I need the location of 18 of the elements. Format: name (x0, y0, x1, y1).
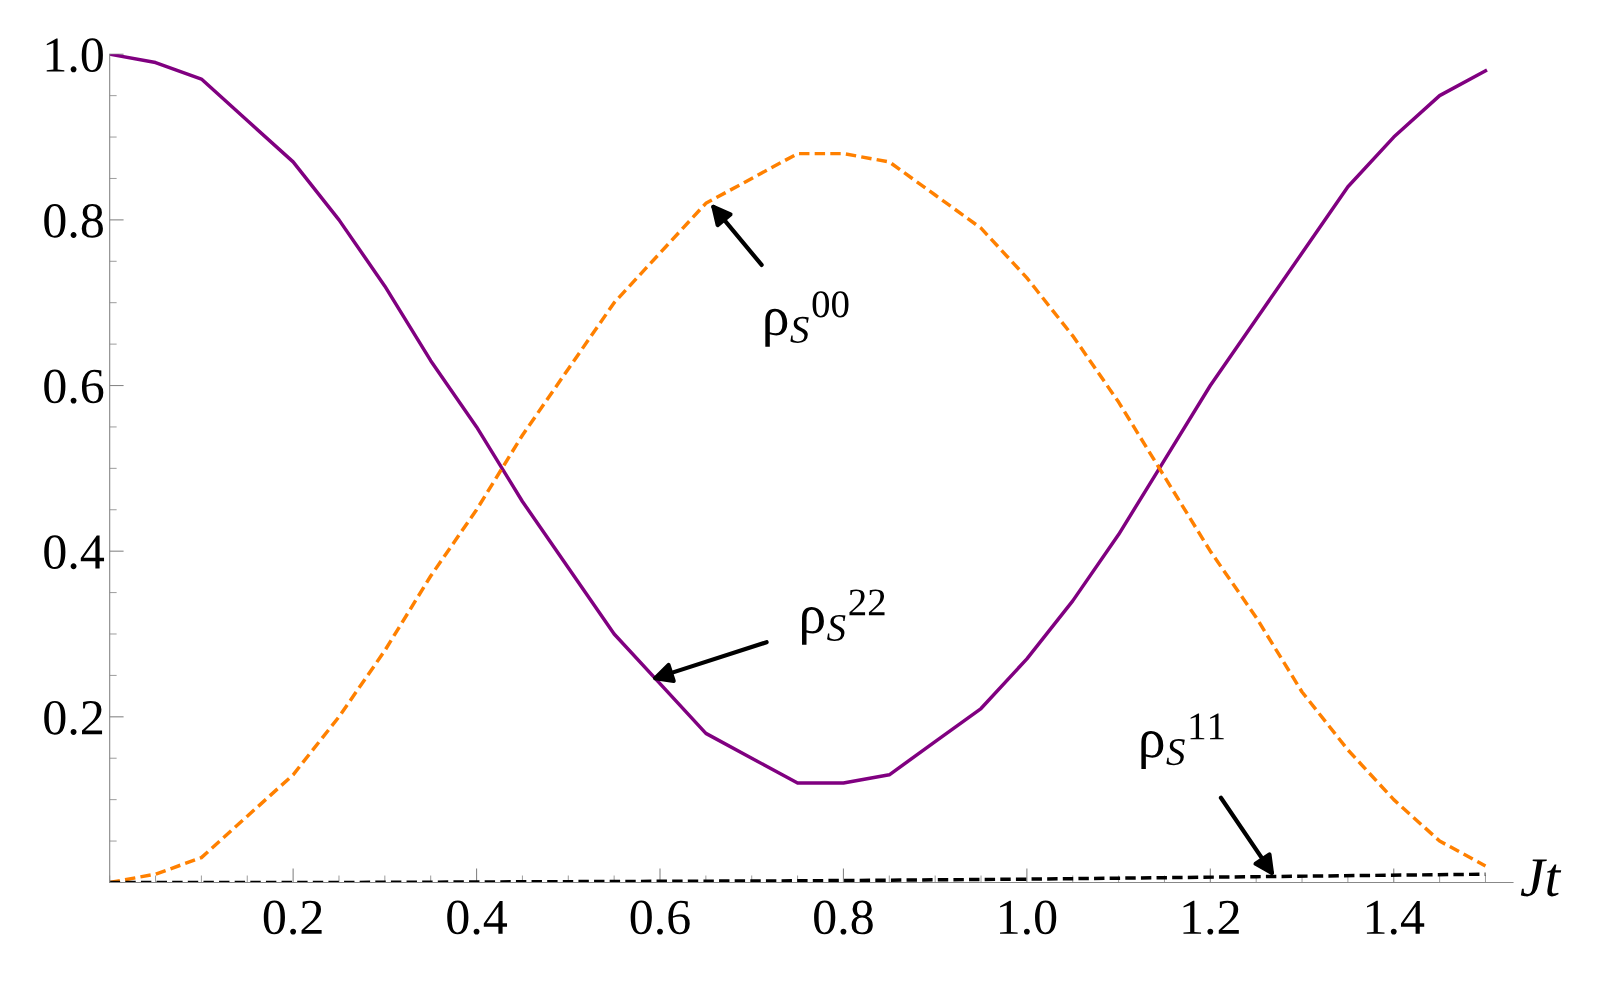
x-tick-label: 1.0 (1000, 900, 1057, 935)
y-tick-label: 0.8 (44, 203, 103, 238)
x-tick-label: 1.2 (1183, 900, 1239, 935)
x-tick-label: 0.6 (630, 900, 690, 935)
line-series (109, 151, 1488, 883)
x-tick-label: 0.8 (814, 900, 873, 935)
annotation: ρ$_{S}$$^{22}$ (802, 589, 885, 645)
annotation: ρ$_{S}$$^{00}$ (765, 291, 849, 347)
y-tick-label: 1.0 (46, 38, 103, 73)
x-tick-label: 0.2 (263, 900, 322, 935)
y-tick-label: 0.2 (44, 700, 103, 735)
x-tick-label: 0.4 (447, 900, 508, 935)
y-tick-label: 0.6 (44, 369, 104, 404)
annotation: ρ$_{S}$$^{11}$ (1141, 713, 1224, 769)
x-axis-title: Jt (1520, 859, 1562, 897)
y-tick-label: 0.4 (44, 535, 105, 570)
line-series (109, 54, 1488, 785)
x-tick-label: 1.4 (1366, 900, 1425, 935)
